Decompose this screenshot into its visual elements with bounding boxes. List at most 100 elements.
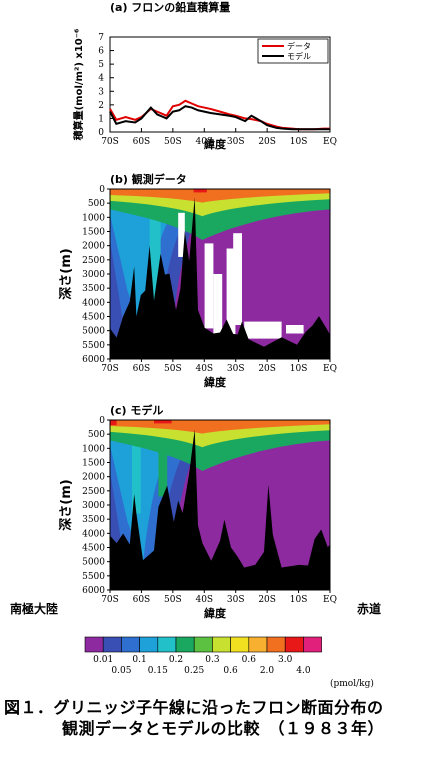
panel-b-xtick-label: 10S	[290, 364, 308, 374]
panel-c-ytick-label: 0	[99, 416, 105, 426]
panel-a-xtick-label: 70S	[101, 137, 119, 147]
panel-b-column-cyan	[149, 197, 161, 351]
panel-c-xlabel: 緯度	[204, 606, 227, 620]
panel-a-ylabel: 積算量(mol/m²) x10⁻⁶	[72, 29, 85, 142]
panel-c-ytick-label: 4500	[82, 544, 105, 554]
colorbar-swatch	[121, 636, 140, 653]
panel-c-ytick-label: 3000	[82, 501, 105, 511]
panel-c-ytick-label: 4000	[82, 529, 105, 539]
panel-c-xtick-label: 20S	[258, 595, 276, 605]
panel-a-legend-label: データ	[287, 41, 311, 51]
panel-c-ytick-label: 5500	[82, 572, 105, 582]
panel-c-ytick-label: 1500	[82, 459, 105, 469]
antarctica-label: 南極大陸	[10, 602, 59, 616]
panel-b-xtick-label: 20S	[258, 364, 276, 374]
panel-c-ytick-label: 2000	[82, 473, 105, 483]
panel-b-ytick-label: 6000	[82, 355, 105, 365]
panel-a-ytick-label: 4	[98, 74, 104, 84]
panel-b-no-data-gap	[244, 321, 282, 339]
caption-line-2: 観測データとモデルの比較 （１９８３年）	[62, 719, 385, 738]
panel-c-title: (c) モデル	[110, 403, 163, 417]
panel-a-xtick-label: 40S	[195, 137, 213, 147]
colorbar-tick-label: 0.1	[132, 655, 146, 665]
panel-b-no-data-gap	[178, 212, 185, 257]
panel-b-ytick-label: 2000	[82, 242, 105, 252]
panel-a-title: (a) フロンの鉛直積算量	[110, 0, 230, 14]
panel-b-no-data-gap	[286, 325, 304, 334]
panel-b-no-data-gap	[226, 248, 236, 336]
panel-a-ytick-label: 1	[98, 114, 104, 124]
colorbar-tick-label: 0.6	[223, 666, 238, 676]
panel-b-section	[110, 189, 330, 359]
panel-b-ytick-label: 4000	[82, 298, 105, 308]
panel-a-xlabel: 緯度	[204, 137, 227, 151]
colorbar-swatch	[84, 636, 104, 653]
panel-c-layer-red	[154, 420, 172, 424]
caption-line-1: 図１．グリニッジ子午線に沿ったフロン断面分布の	[4, 698, 384, 717]
colorbar-tick-label: 4.0	[296, 666, 311, 676]
panel-c-xtick-label: EQ	[323, 595, 337, 605]
panel-a-xtick-label: EQ	[323, 137, 337, 147]
panel-b-layer-red	[193, 189, 207, 193]
panel-b-ylabel: 深さ(m)	[58, 248, 74, 299]
colorbar-unit: (pmol/kg)	[330, 678, 374, 689]
panel-b-ytick-label: 3000	[82, 270, 105, 280]
panel-c-ytick-label: 3500	[82, 515, 105, 525]
panel-c-ylabel: 深さ(m)	[58, 479, 74, 530]
panel-b-bathymetry	[110, 197, 330, 359]
panel-a-xtick-label: 10S	[290, 137, 308, 147]
colorbar-tick-label: 0.6	[242, 655, 257, 665]
panel-c-layer-red	[110, 420, 117, 426]
panel-b-title: (b) 観測データ	[110, 172, 187, 186]
panel-a-ytick-label: 0	[98, 128, 104, 138]
colorbar-tick-label: 3.0	[278, 655, 293, 665]
figure: (a) フロンの鉛直積算量 0 1 2 3 4 5 6 7 70S 60S 50S 40S 30S 20S 1…	[58, 0, 374, 689]
panel-a-ytick-label: 2	[98, 101, 104, 111]
panel-c-water-mass-upper	[110, 420, 194, 565]
panel-b-ytick-label: 1500	[82, 228, 105, 238]
panel-b-ytick-label: 3500	[82, 284, 105, 294]
panel-c-ytick-label: 5000	[82, 558, 105, 568]
colorbar-swatch	[157, 636, 177, 653]
panel-c-ytick-label: 1000	[82, 444, 105, 454]
panel-b-xtick-label: 40S	[195, 364, 213, 374]
panel-a-xtick-label: 60S	[133, 137, 151, 147]
panel-a-xtick-label: 50S	[164, 137, 182, 147]
panel-b-no-data-gap	[213, 274, 223, 339]
colorbar-tick-label: 0.15	[148, 666, 168, 676]
panel-b-ytick-label: 5500	[82, 341, 105, 351]
panel-b-no-data-gap	[204, 243, 214, 329]
colorbar-tick-label: 0.3	[205, 655, 220, 665]
panel-b-ytick-label: 0	[99, 185, 105, 195]
colorbar-swatch	[139, 636, 159, 653]
colorbar-tick-label: 0.2	[169, 655, 183, 665]
panel-c-column-green	[158, 428, 168, 497]
panel-c-column-cyan	[132, 428, 141, 514]
colorbar-swatch	[284, 636, 304, 653]
colorbar-swatch	[193, 636, 213, 653]
panel-b-xtick-label: EQ	[323, 364, 337, 374]
colorbar-swatch	[303, 636, 322, 653]
panel-a-legend	[257, 38, 329, 64]
colorbar-tick-label: 2.0	[260, 666, 275, 676]
panel-c-ytick-label: 2500	[82, 487, 105, 497]
colorbar-tick-label: 0.01	[93, 655, 113, 665]
colorbar-swatch	[248, 636, 268, 653]
colorbar-tick-label: 0.25	[184, 666, 204, 676]
panel-b-ytick-label: 5000	[82, 327, 105, 337]
panel-c-xtick-label: 40S	[195, 595, 213, 605]
panel-c-section	[110, 420, 330, 590]
figure-caption: 図１．グリニッジ子午線に沿ったフロン断面分布の 観測データとモデルの比較 （１９…	[0, 697, 432, 739]
panel-b-xtick-label: 50S	[164, 364, 182, 374]
panel-b-ytick-label: 500	[88, 199, 105, 209]
panel-a-legend-label: モデル	[287, 51, 311, 61]
panel-b-xtick-label: 60S	[133, 364, 151, 374]
panel-b-no-data-gap	[233, 233, 242, 325]
panel-b-xtick-label: 70S	[101, 364, 119, 374]
panel-c-xtick-label: 70S	[101, 595, 119, 605]
equator-label: 赤道	[357, 602, 382, 616]
colorbar-swatch	[175, 636, 195, 653]
panel-a-series-model	[109, 105, 330, 131]
panel-c-bathymetry	[110, 429, 330, 590]
panel-a-ytick-label: 3	[98, 87, 104, 97]
